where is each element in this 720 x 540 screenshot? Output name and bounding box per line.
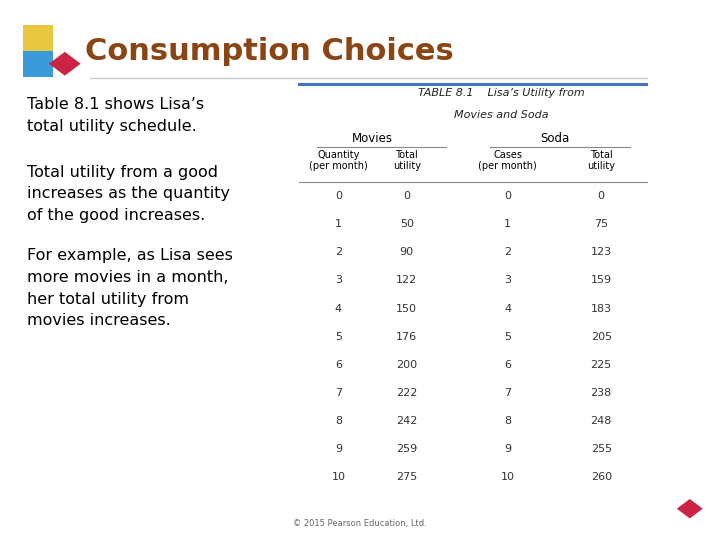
Polygon shape [49, 52, 81, 76]
Text: 0: 0 [504, 191, 511, 201]
Text: 75: 75 [594, 219, 608, 229]
Text: Total
utility: Total utility [393, 150, 420, 171]
Text: TABLE 8.1    Lisa’s Utility from: TABLE 8.1 Lisa’s Utility from [418, 88, 585, 98]
Text: 122: 122 [396, 275, 418, 286]
Text: 90: 90 [400, 247, 414, 257]
Text: 260: 260 [590, 472, 612, 482]
Text: 10: 10 [500, 472, 515, 482]
Text: Cases
(per month): Cases (per month) [478, 150, 537, 171]
Text: Total
utility: Total utility [588, 150, 615, 171]
Text: 0: 0 [403, 191, 410, 201]
Text: 275: 275 [396, 472, 418, 482]
FancyBboxPatch shape [23, 25, 53, 51]
Text: Consumption Choices: Consumption Choices [85, 37, 454, 66]
Text: 259: 259 [396, 444, 418, 454]
FancyBboxPatch shape [23, 51, 53, 77]
Text: 7: 7 [504, 388, 511, 398]
Text: 242: 242 [396, 416, 418, 426]
Text: 7: 7 [335, 388, 342, 398]
Text: 0: 0 [598, 191, 605, 201]
Text: Table 8.1 shows Lisa’s
total utility schedule.: Table 8.1 shows Lisa’s total utility sch… [27, 97, 204, 134]
Point [318, 201, 326, 208]
Text: 0: 0 [335, 191, 342, 201]
Text: Movies: Movies [352, 132, 393, 145]
Text: Soda: Soda [540, 132, 569, 145]
Text: 225: 225 [590, 360, 612, 370]
Point [318, 126, 326, 132]
Text: 3: 3 [504, 275, 511, 286]
Text: © 2015 Pearson Education, Ltd.: © 2015 Pearson Education, Ltd. [293, 519, 427, 528]
Text: 4: 4 [504, 303, 511, 314]
Text: 123: 123 [590, 247, 612, 257]
Text: 255: 255 [590, 444, 612, 454]
Text: Total utility from a good
increases as the quantity
of the good increases.: Total utility from a good increases as t… [27, 165, 230, 223]
Polygon shape [677, 499, 703, 518]
Text: 9: 9 [335, 444, 342, 454]
Text: Quantity
(per month): Quantity (per month) [309, 150, 368, 171]
Text: For example, as Lisa sees
more movies in a month,
her total utility from
movies : For example, as Lisa sees more movies in… [27, 248, 233, 328]
Text: 5: 5 [335, 332, 342, 342]
Point [331, 175, 340, 181]
Text: 5: 5 [504, 332, 511, 342]
Text: 150: 150 [396, 303, 418, 314]
Text: 9: 9 [504, 444, 511, 454]
Text: 2: 2 [504, 247, 511, 257]
Point [631, 201, 640, 208]
Point [432, 175, 441, 181]
Text: 6: 6 [504, 360, 511, 370]
Text: Movies and Soda: Movies and Soda [454, 110, 549, 120]
Text: 159: 159 [590, 275, 612, 286]
Text: 1: 1 [504, 219, 511, 229]
Text: 1: 1 [335, 219, 342, 229]
Text: 183: 183 [590, 303, 612, 314]
Point [318, 440, 326, 447]
Text: 50: 50 [400, 219, 414, 229]
Text: 3: 3 [335, 275, 342, 286]
Text: 200: 200 [396, 360, 418, 370]
Point [631, 440, 640, 447]
Text: 8: 8 [335, 416, 342, 426]
Text: 176: 176 [396, 332, 418, 342]
Text: 2: 2 [335, 247, 342, 257]
Text: 4: 4 [335, 303, 342, 314]
Point [631, 126, 640, 132]
Text: 238: 238 [590, 388, 612, 398]
Point [574, 175, 582, 181]
Text: 222: 222 [396, 388, 418, 398]
Point [465, 175, 474, 181]
Text: 8: 8 [504, 416, 511, 426]
Text: 205: 205 [590, 332, 612, 342]
Text: 10: 10 [331, 472, 346, 482]
Text: 6: 6 [335, 360, 342, 370]
Text: 248: 248 [590, 416, 612, 426]
